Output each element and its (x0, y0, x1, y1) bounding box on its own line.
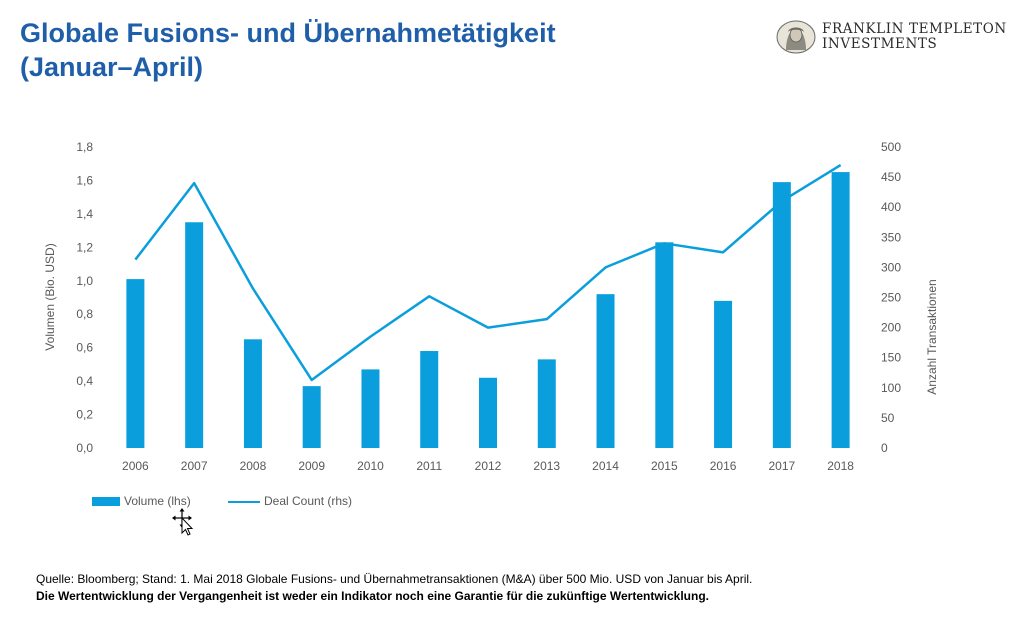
x-tick-label: 2016 (710, 459, 737, 473)
volume-bar (302, 386, 321, 448)
volume-bar (655, 242, 674, 448)
y-tick-label-left: 1,6 (76, 173, 93, 187)
y-tick-label-right: 0 (881, 441, 888, 455)
logo-line-1: FRANKLIN TEMPLETON (822, 21, 1007, 37)
legend-swatch-line (228, 501, 260, 503)
performance-disclaimer: Die Wertentwicklung der Vergangenheit is… (36, 589, 710, 603)
y-tick-label-left: 1,8 (76, 140, 93, 154)
y-tick-label-left: 0,6 (76, 341, 93, 355)
logo-wordmark: FRANKLIN TEMPLETON INVESTMENTS (822, 22, 1007, 52)
move-cursor-icon (172, 508, 194, 536)
volume-bar (361, 369, 380, 448)
x-tick-label: 2010 (357, 459, 384, 473)
x-tick-label: 2014 (592, 459, 619, 473)
footnote: Quelle: Bloomberg; Stand: 1. Mai 2018 Gl… (36, 571, 996, 605)
x-tick-label: 2006 (122, 459, 149, 473)
y-tick-label-left: 0,2 (76, 408, 93, 422)
x-tick-label: 2015 (651, 459, 678, 473)
y-tick-label-right: 450 (881, 170, 901, 184)
volume-bar (772, 182, 791, 448)
x-tick-label: 2017 (768, 459, 795, 473)
volume-bar (479, 377, 497, 448)
legend-label-volume: Volume (lhs) (124, 494, 191, 508)
y-tick-label-right: 100 (881, 381, 901, 395)
y-axis-title-right: Anzahl Transaktionen (925, 279, 939, 394)
y-tick-label-left: 0,4 (76, 374, 93, 388)
y-tick-label-right: 300 (881, 260, 901, 274)
x-tick-label: 2007 (181, 459, 208, 473)
legend-label-deal-count: Deal Count (rhs) (264, 494, 353, 508)
legend-swatch-bar (92, 497, 120, 506)
volume-bar (420, 351, 439, 448)
y-axis-title-left: Volumen (Bio. USD) (43, 243, 57, 350)
volume-bar (537, 359, 556, 448)
y-tick-label-right: 50 (881, 411, 895, 425)
x-tick-label: 2009 (298, 459, 325, 473)
source-note: Quelle: Bloomberg; Stand: 1. Mai 2018 Gl… (36, 572, 753, 586)
franklin-templeton-logo: FRANKLIN TEMPLETON INVESTMENTS (776, 18, 1016, 58)
y-tick-label-right: 200 (881, 321, 901, 335)
y-tick-label-right: 500 (881, 140, 901, 154)
y-tick-label-left: 1,2 (76, 240, 93, 254)
x-tick-label: 2008 (240, 459, 267, 473)
y-tick-label-right: 400 (881, 200, 901, 214)
right-axis: 0 50 100 150 200 250 300 350 400 450 500 (881, 140, 901, 455)
benjamin-franklin-portrait-icon (776, 20, 816, 54)
y-tick-label-right: 250 (881, 291, 901, 305)
x-tick-label: 2012 (475, 459, 502, 473)
volume-bar (831, 172, 850, 449)
deal-count-series-line (134, 163, 842, 382)
volume-bar (185, 222, 204, 448)
x-axis: 2006 2007 2008 2009 2010 2011 2012 2013 2014 2015… (122, 459, 854, 473)
y-tick-label-right: 350 (881, 230, 901, 244)
y-tick-label-left: 0,0 (76, 441, 93, 455)
volume-bar (714, 300, 733, 448)
title-line-1: Globale Fusions- und Übernahmetätigkeit (20, 18, 556, 48)
x-tick-label: 2018 (827, 459, 854, 473)
page-title: Globale Fusions- und Übernahmetätigkeit … (20, 16, 740, 84)
title-line-2: (Januar–April) (20, 52, 204, 82)
y-tick-label-left: 1,4 (76, 207, 93, 221)
volume-bar (126, 279, 145, 448)
x-tick-label: 2011 (416, 459, 442, 473)
y-tick-label-right: 150 (881, 351, 901, 365)
y-tick-label-left: 1,0 (76, 274, 93, 288)
volume-bars (126, 172, 850, 449)
volume-bar (596, 294, 615, 448)
x-tick-label: 2013 (533, 459, 560, 473)
y-tick-label-left: 0,8 (76, 307, 93, 321)
deal-count-line (134, 163, 842, 382)
volume-bar (243, 339, 262, 448)
left-axis: 0,0 0,2 0,4 0,6 0,8 1,0 1,2 1,4 1,6 1,8 (76, 140, 93, 455)
logo-line-2: INVESTMENTS (822, 36, 938, 52)
